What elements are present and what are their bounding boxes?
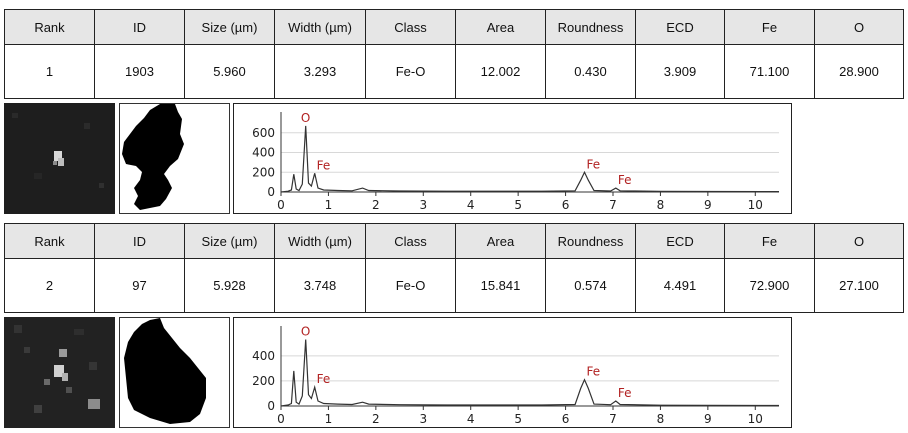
eds-spectrum-2-plot: 0 200 400 0 1 2 3 4 5 6 7 8 9 10 O Fe Fe Fe	[252, 325, 780, 426]
column-header: ID	[94, 223, 185, 259]
peak-label: Fe	[618, 386, 632, 400]
fe-cell: 72.900	[724, 258, 815, 313]
sem-image-1-graphic	[4, 103, 115, 214]
roundness-cell: 0.574	[545, 258, 636, 313]
binary-mask-1-graphic	[122, 104, 184, 210]
column-header: Class	[365, 223, 456, 259]
eds-spectrum-2: 0 200 400 0 1 2 3 4 5 6 7 8 9 10 O Fe Fe Fe	[233, 317, 792, 428]
class-cell: Fe-O	[365, 258, 456, 313]
column-header: Class	[365, 9, 456, 45]
y-tick-label: 200	[252, 374, 275, 388]
ecd-cell: 3.909	[635, 44, 725, 99]
column-header: ECD	[635, 9, 725, 45]
x-tick-label: 0	[277, 412, 285, 426]
binary-mask-1	[119, 103, 230, 214]
y-tick-label: 600	[252, 126, 275, 140]
x-tick-label: 10	[748, 198, 763, 212]
peak-label: O	[301, 325, 310, 339]
table-header-row: Rank ID Size (µm) Width (µm) Class Area …	[4, 9, 904, 45]
class-cell: Fe-O	[365, 44, 456, 99]
table-row: 1 1903 5.960 3.293 Fe-O 12.002 0.430 3.9…	[4, 44, 904, 99]
peak-label: Fe	[317, 158, 331, 172]
area-cell: 12.002	[455, 44, 546, 99]
width-cell: 3.748	[274, 258, 366, 313]
id-cell: 1903	[94, 44, 185, 99]
column-header: Rank	[4, 223, 95, 259]
area-cell: 15.841	[455, 258, 546, 313]
peak-label: Fe	[587, 365, 601, 379]
y-tick-label: 400	[252, 146, 275, 160]
column-header: ECD	[635, 223, 725, 259]
peak-label: Fe	[317, 372, 331, 386]
column-header: O	[814, 9, 904, 45]
particle-table-1: Rank ID Size (µm) Width (µm) Class Area …	[4, 9, 904, 99]
x-tick-label: 5	[514, 198, 522, 212]
binary-mask-2-graphic	[124, 318, 206, 424]
column-header: Roundness	[545, 223, 636, 259]
x-tick-label: 1	[325, 198, 333, 212]
x-tick-label: 1	[325, 412, 333, 426]
x-tick-label: 9	[704, 198, 712, 212]
eds-spectrum-1-plot: 0 200 400 600 0 1 2 3 4 5 6 7 8 9 10 O Fe Fe Fe	[252, 111, 780, 212]
fe-cell: 71.100	[724, 44, 815, 99]
size-cell: 5.928	[184, 258, 275, 313]
column-header: Width (µm)	[274, 223, 366, 259]
x-tick-label: 5	[514, 412, 522, 426]
sem-image-2	[4, 317, 115, 428]
x-tick-label: 8	[657, 198, 665, 212]
x-tick-label: 2	[372, 198, 380, 212]
rank-cell: 1	[4, 44, 95, 99]
column-header: Width (µm)	[274, 9, 366, 45]
column-header: Area	[455, 9, 546, 45]
column-header: ID	[94, 9, 185, 45]
particle-table-2: Rank ID Size (µm) Width (µm) Class Area …	[4, 223, 904, 313]
x-tick-label: 0	[277, 198, 285, 212]
column-header: Size (µm)	[184, 9, 275, 45]
spectrum-line	[280, 339, 780, 407]
o-cell: 27.100	[814, 258, 904, 313]
column-header: Rank	[4, 9, 95, 45]
x-tick-label: 7	[609, 198, 617, 212]
id-cell: 97	[94, 258, 185, 313]
x-tick-label: 8	[657, 412, 665, 426]
peak-label: Fe	[618, 173, 632, 187]
table-row: 2 97 5.928 3.748 Fe-O 15.841 0.574 4.491…	[4, 258, 904, 313]
x-tick-label: 10	[748, 412, 763, 426]
peak-label: O	[301, 111, 310, 125]
sem-image-2-graphic	[4, 317, 115, 428]
binary-mask-2	[119, 317, 230, 428]
x-tick-label: 4	[467, 198, 475, 212]
o-cell: 28.900	[814, 44, 904, 99]
y-tick-label: 200	[252, 165, 275, 179]
column-header: Area	[455, 223, 546, 259]
y-tick-label: 0	[267, 185, 275, 199]
peak-label: Fe	[587, 157, 601, 171]
x-tick-label: 4	[467, 412, 475, 426]
table-header-row: Rank ID Size (µm) Width (µm) Class Area …	[4, 223, 904, 259]
ecd-cell: 4.491	[635, 258, 725, 313]
x-tick-label: 3	[419, 198, 427, 212]
column-header: O	[814, 223, 904, 259]
x-tick-label: 6	[562, 198, 570, 212]
width-cell: 3.293	[274, 44, 366, 99]
y-tick-label: 400	[252, 349, 275, 363]
x-tick-label: 7	[609, 412, 617, 426]
rank-cell: 2	[4, 258, 95, 313]
roundness-cell: 0.430	[545, 44, 636, 99]
x-tick-label: 9	[704, 412, 712, 426]
x-tick-label: 2	[372, 412, 380, 426]
y-tick-label: 0	[267, 399, 275, 413]
spectrum-line	[280, 125, 780, 193]
x-tick-label: 6	[562, 412, 570, 426]
sem-image-1	[4, 103, 115, 214]
column-header: Fe	[724, 9, 815, 45]
x-tick-label: 3	[419, 412, 427, 426]
column-header: Roundness	[545, 9, 636, 45]
column-header: Size (µm)	[184, 223, 275, 259]
column-header: Fe	[724, 223, 815, 259]
eds-spectrum-1: 0 200 400 600 0 1 2 3 4 5 6 7 8 9 10 O Fe Fe Fe	[233, 103, 792, 214]
size-cell: 5.960	[184, 44, 275, 99]
